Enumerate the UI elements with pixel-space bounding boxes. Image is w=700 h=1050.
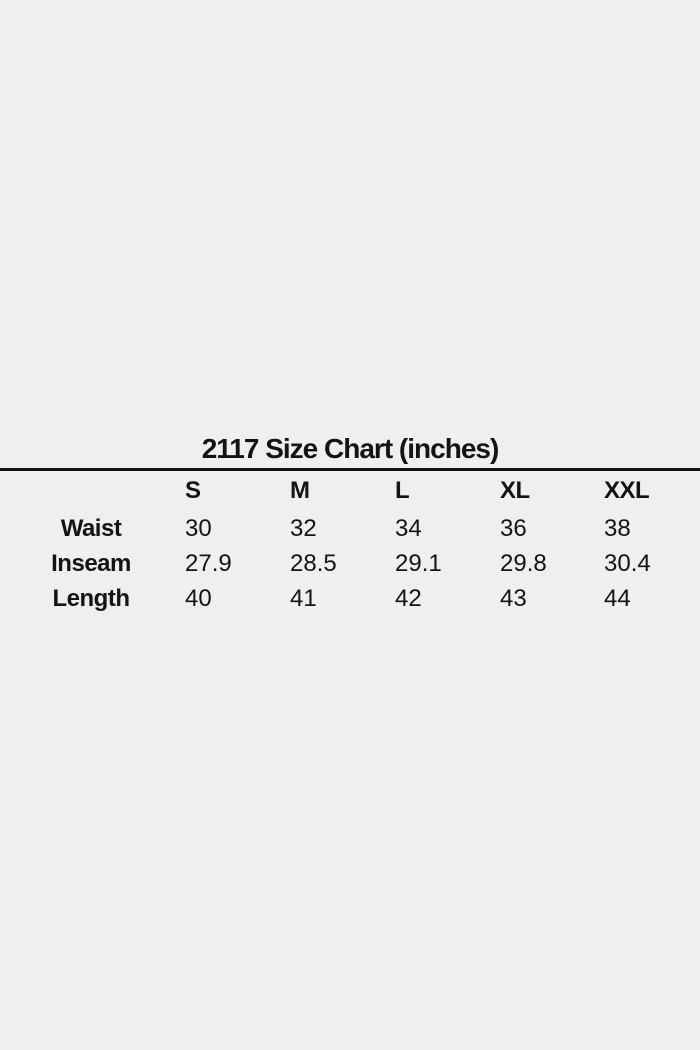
inseam-value-m: 28.5 [290, 549, 337, 577]
waist-value-l: 34 [395, 514, 422, 542]
table-row-waist: Waist 30 32 34 36 38 [0, 511, 700, 546]
length-value-l: 42 [395, 584, 422, 612]
row-label-waist: Waist [60, 514, 122, 542]
size-chart-title: 2117 Size Chart (inches) [201, 433, 500, 464]
title-divider-line [0, 468, 700, 471]
column-header-xxl: XXL [604, 477, 650, 504]
column-header-s: S [185, 477, 201, 504]
size-chart-header-row: S M L XL XXL [0, 471, 700, 511]
length-value-m: 41 [290, 584, 317, 612]
length-value-s: 40 [185, 584, 212, 612]
column-header-xl: XL [500, 477, 530, 504]
length-value-xl: 43 [500, 584, 527, 612]
inseam-value-xl: 29.8 [500, 549, 547, 577]
waist-value-s: 30 [185, 514, 212, 542]
row-label-length: Length [52, 584, 130, 612]
length-value-xxl: 44 [604, 584, 631, 612]
inseam-value-s: 27.9 [185, 549, 232, 577]
size-chart: 2117 Size Chart (inches) S M L XL XXL Wa… [0, 432, 700, 616]
inseam-value-l: 29.1 [395, 549, 442, 577]
column-header-m: M [290, 477, 310, 504]
waist-value-m: 32 [290, 514, 317, 542]
table-row-length: Length 40 41 42 43 44 [0, 581, 700, 616]
waist-value-xxl: 38 [604, 514, 631, 542]
row-label-inseam: Inseam [51, 549, 131, 577]
column-header-l: L [395, 477, 410, 504]
waist-value-xl: 36 [500, 514, 527, 542]
table-row-inseam: Inseam 27.9 28.5 29.1 29.8 30.4 [0, 546, 700, 581]
inseam-value-xxl: 30.4 [604, 549, 651, 577]
